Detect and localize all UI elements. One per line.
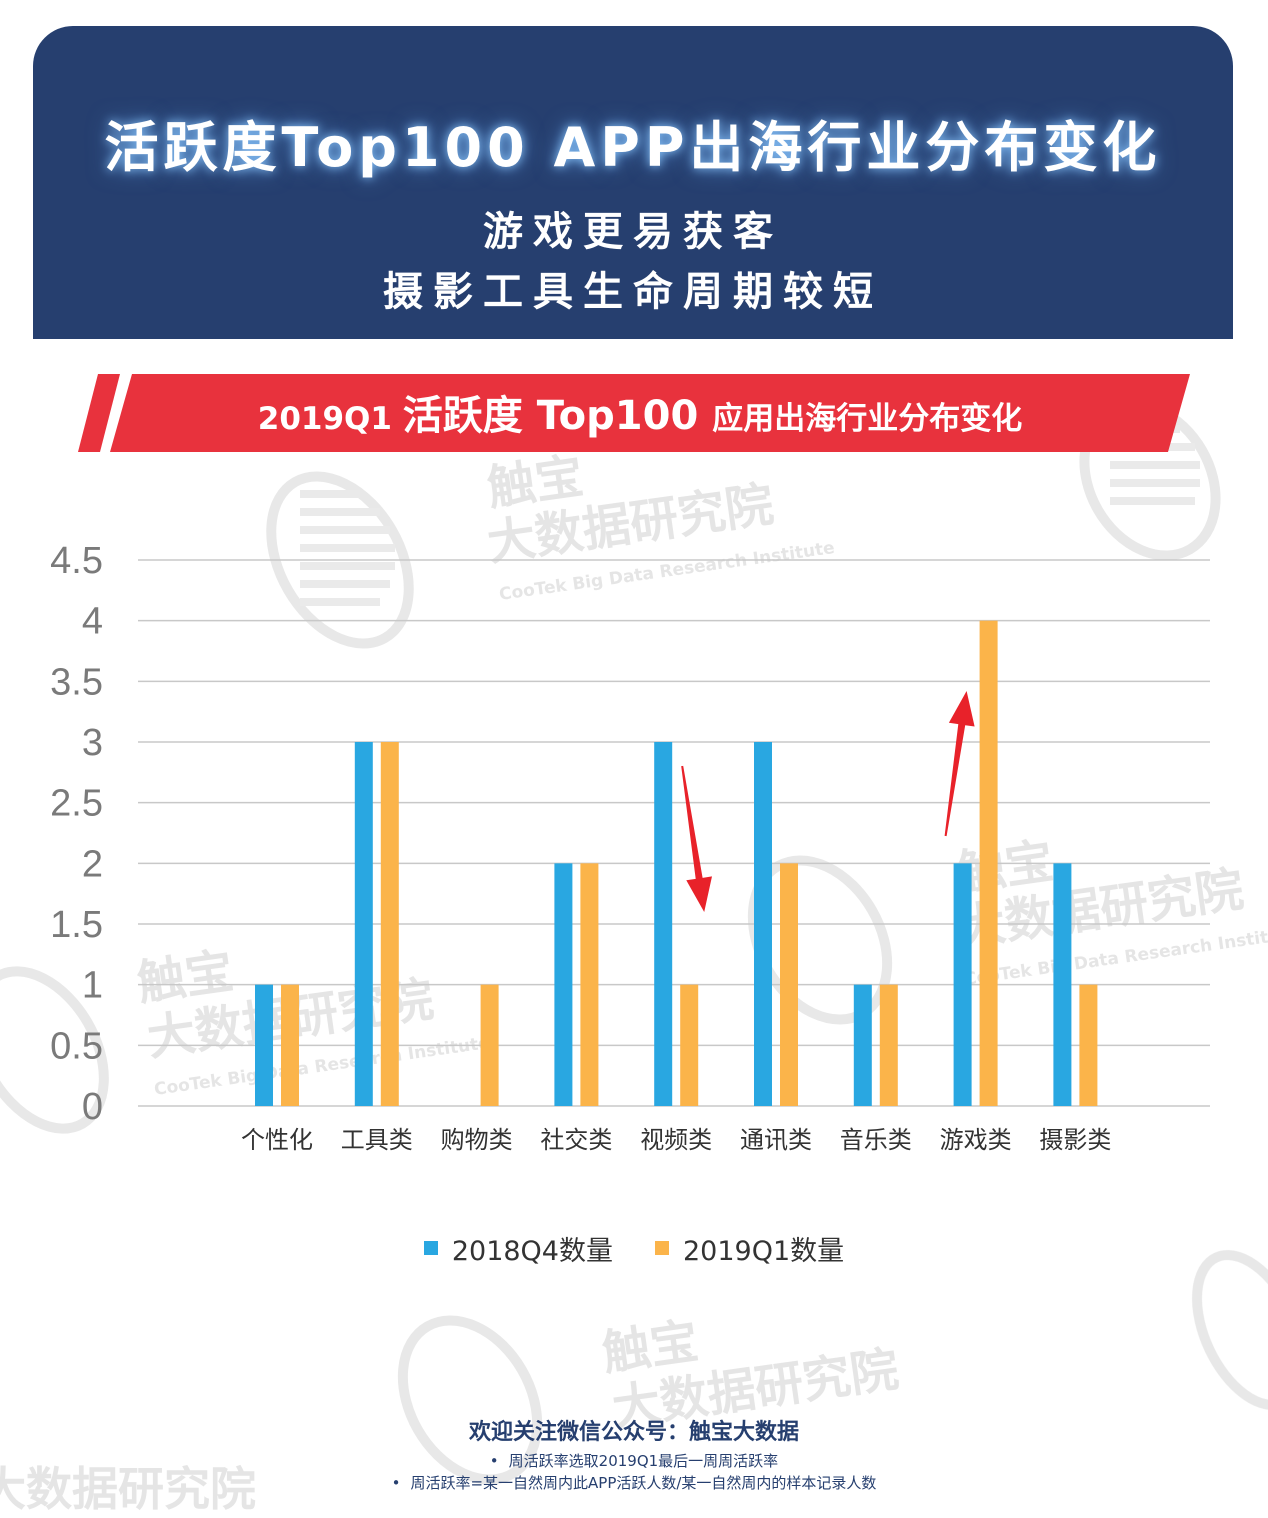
x-tick-label: 游戏类 (940, 1126, 1012, 1154)
chart-legend: 2018Q4数量 2019Q1数量 (0, 1226, 1268, 1270)
bar-series1 (1053, 863, 1072, 1106)
bar-series2 (780, 863, 798, 1106)
banner-stripe (78, 374, 120, 452)
chart-gridlines (138, 559, 1210, 1107)
chart-title: 2019Q1 活跃度 Top100 应用出海行业分布变化 (110, 378, 1170, 454)
legend-item-series1: 2018Q4数量 (423, 1229, 613, 1268)
y-tick-label: 1.5 (50, 904, 103, 946)
y-tick-label: 3.5 (50, 661, 103, 703)
banner-shape (110, 374, 1190, 452)
footer-note-1: • 周活跃率选取2019Q1最后一周周活跃率 (0, 1450, 1268, 1471)
y-tick-label: 4.5 (50, 540, 103, 582)
bar-series1 (255, 984, 273, 1106)
chart-title-highlight: 活跃度 Top100 (402, 393, 713, 439)
bar-series2 (879, 984, 898, 1106)
bar-series2 (1079, 984, 1098, 1106)
note-text: 周活跃率=某一自然周内此APP活跃人数/某一自然周内的样本记录人数 (410, 1474, 877, 1492)
x-tick-label: 音乐类 (840, 1126, 912, 1154)
header-panel: 活跃度Top100 APP出海行业分布变化 游戏更易获客 摄影工具生命周期较短 (33, 26, 1233, 339)
bar-chart: 0 0.5 1 1.5 2 2.5 3 3.5 4 4.5 个性化 工具类 购物类 社交类 视频类 通讯类音… (50, 540, 1210, 1154)
legend-swatch (423, 1241, 438, 1255)
bar-series2 (680, 984, 699, 1106)
bullet-icon: • (391, 1474, 401, 1492)
bar-series2 (979, 620, 998, 1106)
x-axis-labels: 个性化 工具类 购物类 社交类 视频类 通讯类 音乐类 游戏类 摄影类 (241, 1126, 1111, 1154)
x-tick-label: 社交类 (540, 1126, 612, 1154)
bar-series2 (380, 742, 399, 1106)
chart-banner: 2019Q1 活跃度 Top100 应用出海行业分布变化 (0, 0, 1268, 460)
page-subtitle-line1: 游戏更易获客 (483, 209, 783, 255)
y-tick-label: 2.5 (50, 783, 103, 825)
y-tick-label: 3 (82, 722, 103, 764)
chart-bars (255, 620, 1098, 1106)
chart-title-prefix: 2019Q1 (257, 401, 403, 437)
chart-annotations (681, 691, 975, 912)
y-tick-label: 0 (82, 1086, 103, 1128)
bar-series1 (654, 742, 673, 1106)
bar-series1 (754, 742, 772, 1106)
arrow-up-icon (944, 691, 975, 837)
bullet-icon: • (489, 1452, 499, 1470)
y-tick-label: 4 (82, 601, 103, 643)
note-text: 周活跃率选取2019Q1最后一周周活跃率 (508, 1452, 779, 1470)
legend-label: 2019Q1数量 (683, 1235, 845, 1267)
y-tick-label: 1 (82, 965, 103, 1007)
arrow-down-icon (681, 765, 712, 912)
x-tick-label: 工具类 (341, 1126, 413, 1154)
chart-title-suffix: 应用出海行业分布变化 (712, 401, 1023, 437)
legend-swatch (655, 1241, 669, 1255)
x-tick-label: 个性化 (241, 1126, 313, 1154)
legend-label: 2018Q4数量 (451, 1235, 613, 1267)
x-tick-label: 购物类 (441, 1126, 513, 1154)
y-axis-ticks: 0 0.5 1 1.5 2 2.5 3 3.5 4 4.5 (50, 540, 103, 1128)
bar-series2 (281, 984, 299, 1106)
footer-note-2: • 周活跃率=某一自然周内此APP活跃人数/某一自然周内的样本记录人数 (0, 1472, 1268, 1493)
bar-series1 (354, 742, 373, 1106)
bar-series2 (580, 863, 599, 1106)
y-tick-label: 2 (82, 843, 103, 885)
x-tick-label: 视频类 (640, 1126, 712, 1154)
x-tick-label: 通讯类 (740, 1126, 812, 1154)
footer-title: 欢迎关注微信公众号：触宝大数据 (468, 1420, 799, 1445)
bar-series1 (554, 863, 573, 1106)
bar-series2 (480, 984, 499, 1106)
legend-item-series2: 2019Q1数量 (655, 1229, 844, 1268)
page-title: 活跃度Top100 APP出海行业分布变化 (104, 116, 1162, 179)
page-subtitle-line2: 摄影工具生命周期较短 (383, 269, 883, 315)
watermark-text: 触宝 (599, 1313, 702, 1382)
y-tick-label: 0.5 (50, 1025, 103, 1067)
x-tick-label: 摄影类 (1039, 1126, 1111, 1154)
bar-series1 (953, 863, 972, 1106)
bar-series1 (853, 984, 872, 1106)
